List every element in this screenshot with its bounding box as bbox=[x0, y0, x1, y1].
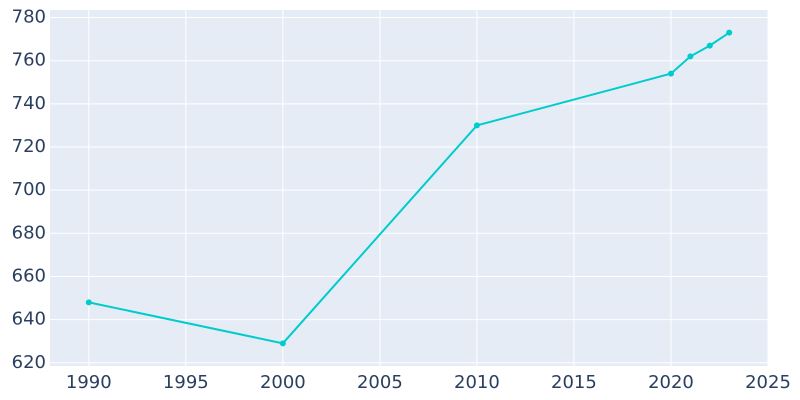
data-point bbox=[667, 70, 674, 77]
x-tick-label: 2015 bbox=[551, 372, 597, 393]
x-tick-label: 1995 bbox=[163, 372, 209, 393]
y-tick-label: 620 bbox=[12, 352, 46, 373]
y-tick-label: 660 bbox=[12, 265, 46, 286]
y-tick-label: 760 bbox=[12, 50, 46, 71]
data-point bbox=[687, 53, 694, 60]
x-tick-label: 2005 bbox=[357, 372, 403, 393]
y-tick-label: 740 bbox=[12, 93, 46, 114]
x-tick-label: 2025 bbox=[745, 372, 791, 393]
data-point bbox=[85, 299, 92, 306]
y-tick-label: 700 bbox=[12, 179, 46, 200]
y-tick-label: 640 bbox=[12, 309, 46, 330]
y-tick-label: 720 bbox=[12, 136, 46, 157]
x-tick-label: 1990 bbox=[66, 372, 112, 393]
data-point bbox=[473, 122, 480, 129]
data-point bbox=[279, 340, 286, 347]
y-tick-label: 780 bbox=[12, 7, 46, 28]
x-tick-label: 2010 bbox=[454, 372, 500, 393]
data-point bbox=[726, 29, 733, 36]
plot-area bbox=[50, 10, 768, 366]
x-tick-label: 2000 bbox=[260, 372, 306, 393]
data-point bbox=[706, 42, 713, 49]
y-tick-label: 680 bbox=[12, 222, 46, 243]
x-tick-label: 2020 bbox=[648, 372, 694, 393]
